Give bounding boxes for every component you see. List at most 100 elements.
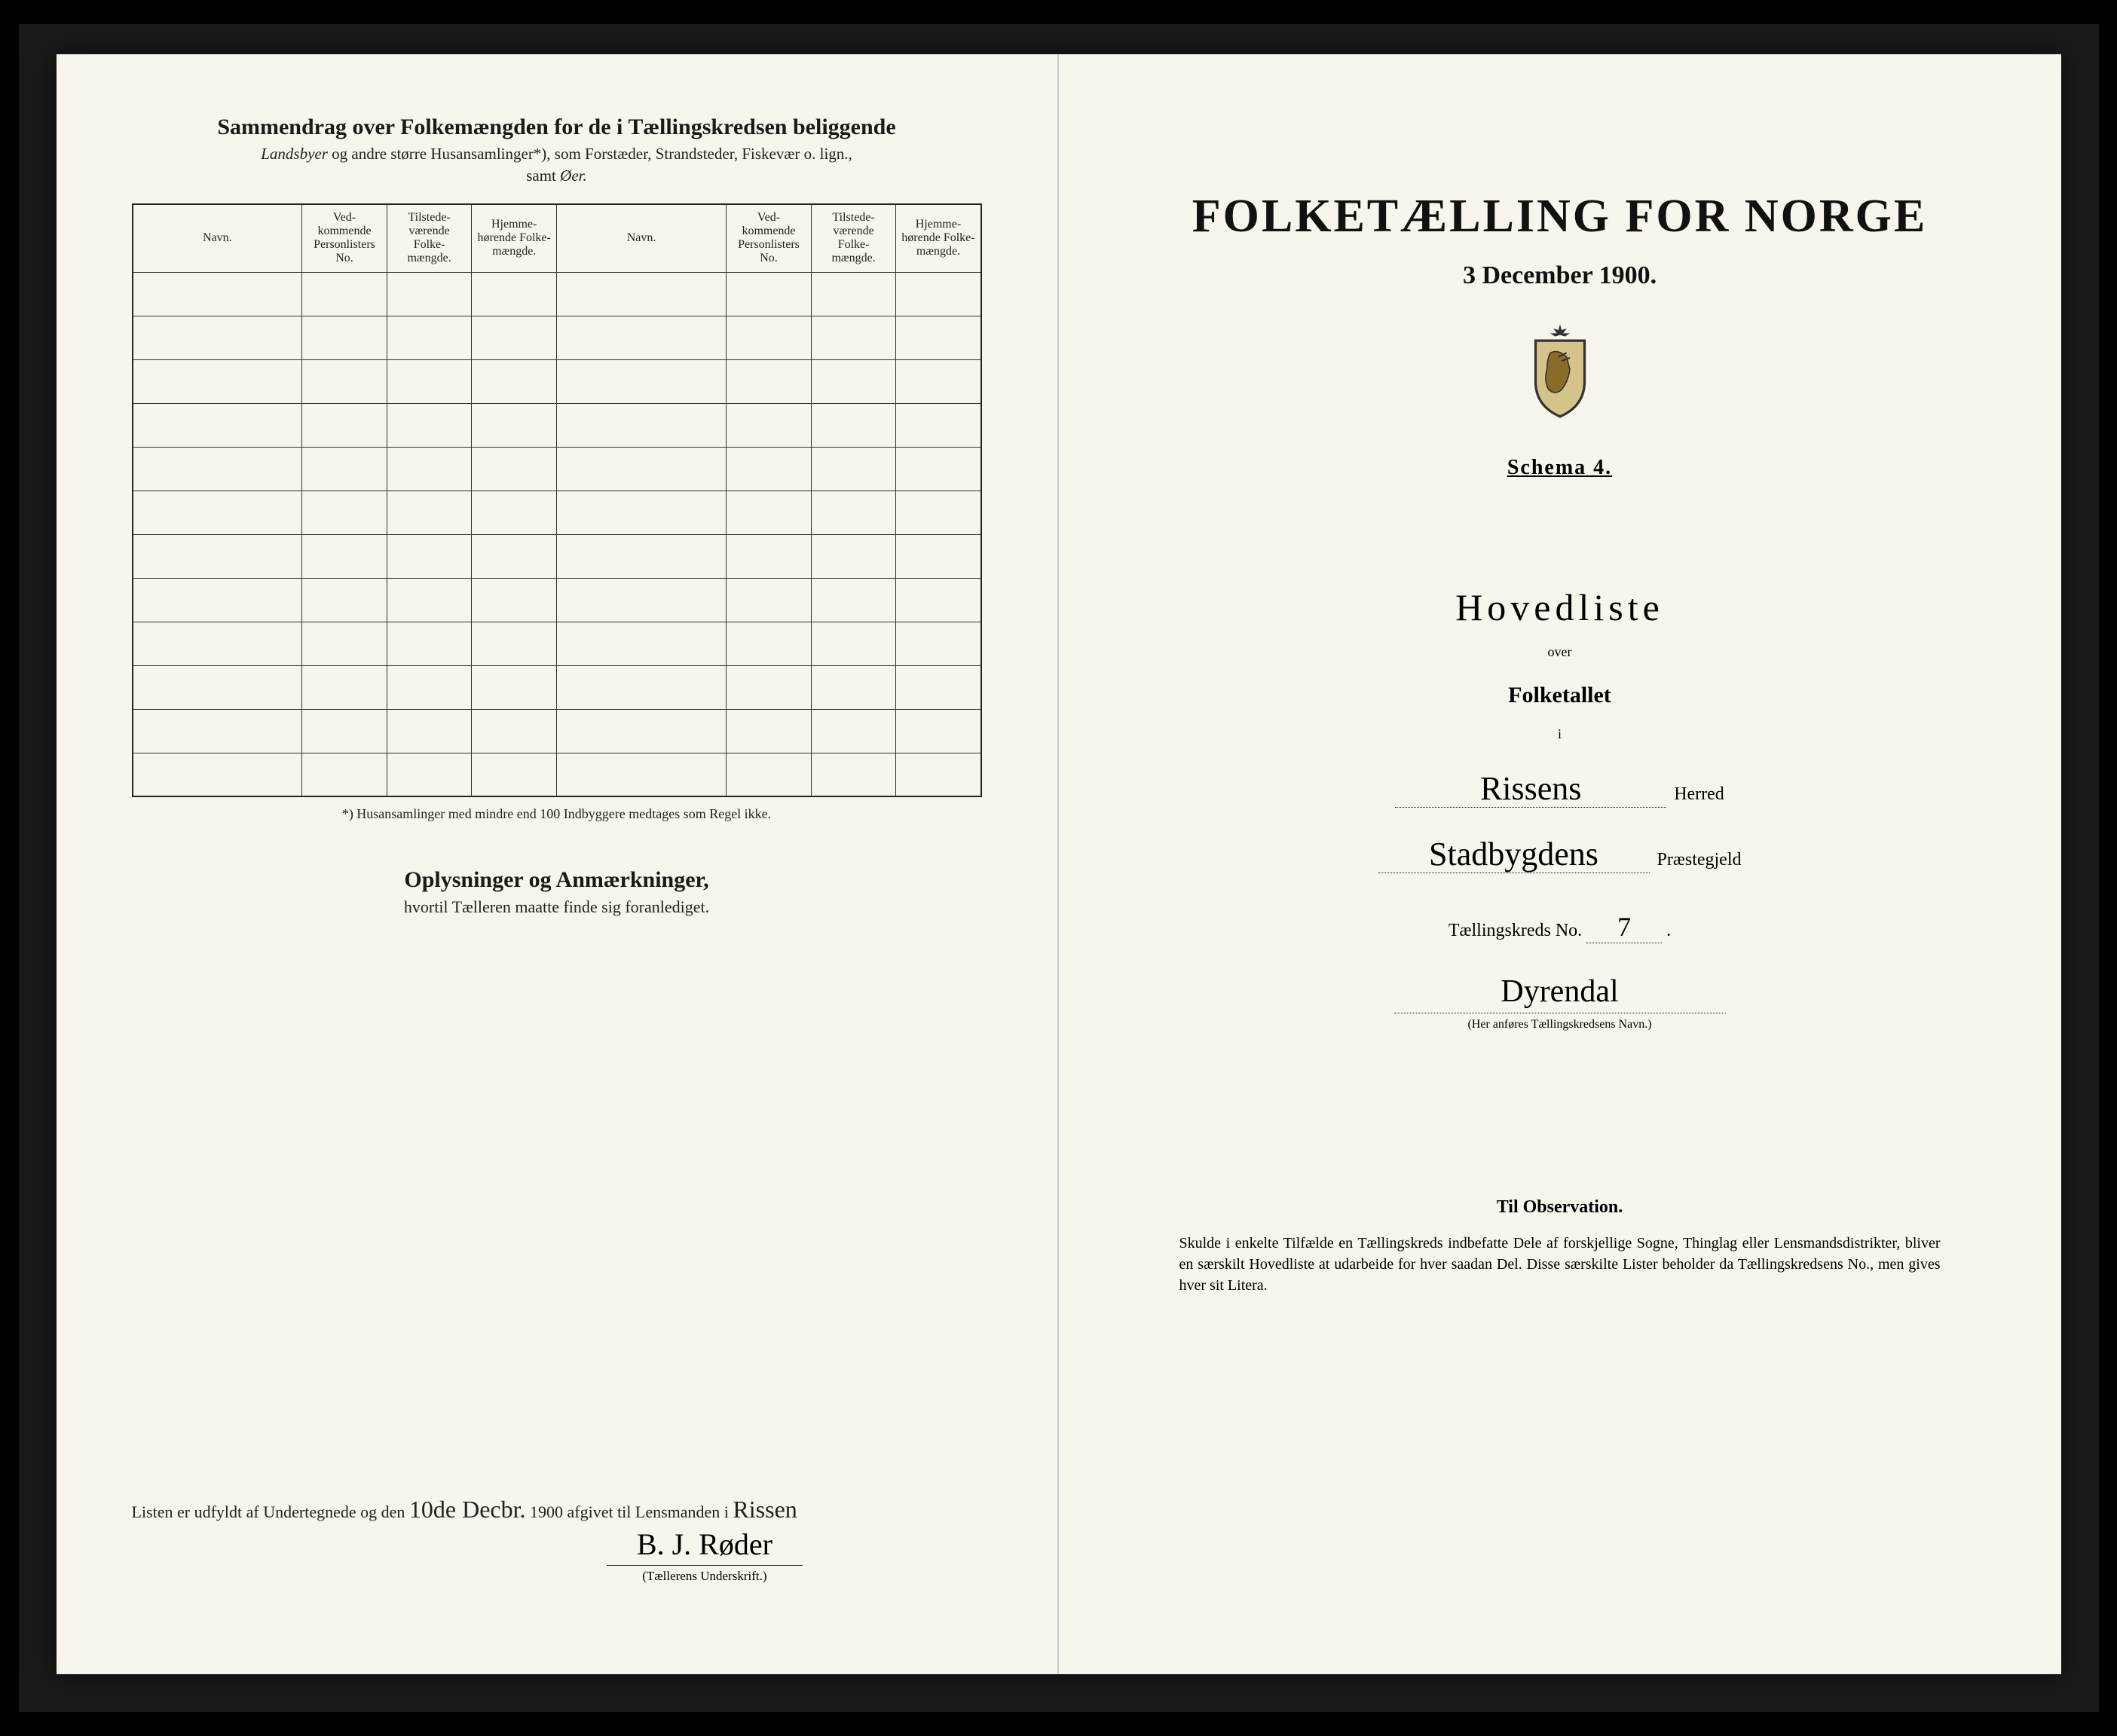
table-cell xyxy=(811,272,896,316)
table-cell xyxy=(896,359,981,403)
kreds-no-line: Tællingskreds No. 7 . xyxy=(1134,911,1986,943)
oplysninger-title: Oplysninger og Anmærkninger, xyxy=(132,867,982,893)
table-cell xyxy=(472,447,557,491)
table-cell xyxy=(811,665,896,709)
th-tilstede-2: Tilstede-værende Folke-mængde. xyxy=(811,204,896,272)
table-cell xyxy=(387,316,472,359)
th-tilstede-1: Tilstede-værende Folke-mængde. xyxy=(387,204,472,272)
table-cell xyxy=(556,709,726,753)
table-cell xyxy=(302,534,387,578)
footnote: *) Husansamlinger med mindre end 100 Ind… xyxy=(132,806,982,822)
right-page: FOLKETÆLLING FOR NORGE 3 December 1900. … xyxy=(1059,54,2061,1674)
hovedliste-heading: Hovedliste xyxy=(1134,585,1986,629)
table-cell xyxy=(472,272,557,316)
table-cell xyxy=(727,491,812,534)
table-cell xyxy=(896,534,981,578)
table-row xyxy=(133,665,981,709)
bottom-date: 10de Decbr. xyxy=(409,1496,526,1523)
table-cell xyxy=(896,491,981,534)
scan-area: Sammendrag over Folkemængden for de i Tæ… xyxy=(19,24,2099,1712)
table-cell xyxy=(896,622,981,665)
table-cell xyxy=(302,491,387,534)
table-cell xyxy=(727,403,812,447)
table-cell xyxy=(387,665,472,709)
table-cell xyxy=(811,753,896,796)
table-cell xyxy=(727,709,812,753)
th-personlisters-1: Ved-kommende Personlisters No. xyxy=(302,204,387,272)
kreds-number: 7 xyxy=(1586,911,1662,943)
table-cell xyxy=(302,709,387,753)
header-row: Navn. Ved-kommende Personlisters No. Til… xyxy=(133,204,981,272)
table-cell xyxy=(472,491,557,534)
table-cell xyxy=(133,272,302,316)
kreds-label: Tællingskreds No. xyxy=(1449,921,1582,940)
table-cell xyxy=(387,753,472,796)
table-cell xyxy=(727,447,812,491)
th-personlisters-2: Ved-kommende Personlisters No. xyxy=(727,204,812,272)
bottom-text-1: Listen er udfyldt af Undertegnede og den xyxy=(132,1502,409,1521)
signature-block: B. J. Røder (Tællerens Underskrift.) xyxy=(607,1527,803,1584)
table-cell xyxy=(727,578,812,622)
th-hjemme-1: Hjemme-hørende Folke-mængde. xyxy=(472,204,557,272)
table-cell xyxy=(472,316,557,359)
table-cell xyxy=(727,534,812,578)
table-cell xyxy=(472,709,557,753)
oer-italic: Øer. xyxy=(560,167,587,185)
table-cell xyxy=(387,272,472,316)
th-navn-1: Navn. xyxy=(133,204,302,272)
table-cell xyxy=(387,709,472,753)
table-cell xyxy=(472,753,557,796)
table-row xyxy=(133,622,981,665)
table-cell xyxy=(556,622,726,665)
table-cell xyxy=(556,403,726,447)
table-cell xyxy=(727,753,812,796)
table-cell xyxy=(811,534,896,578)
table-row xyxy=(133,359,981,403)
bottom-text-2: 1900 afgivet til Lensmanden i xyxy=(530,1502,733,1521)
subtitle-mid: og andre større Husansamlinger*), som Fo… xyxy=(328,145,852,163)
table-cell xyxy=(302,665,387,709)
table-cell xyxy=(387,491,472,534)
table-cell xyxy=(896,447,981,491)
kreds-name: Dyrendal xyxy=(1394,973,1726,1013)
subtitle-line2: samt Øer. xyxy=(132,167,982,185)
table-row xyxy=(133,316,981,359)
coat-of-arms-icon xyxy=(1519,320,1602,418)
table-cell xyxy=(387,622,472,665)
kreds-caption: (Her anføres Tællingskredsens Navn.) xyxy=(1134,1018,1986,1032)
table-cell xyxy=(133,709,302,753)
table-cell xyxy=(133,316,302,359)
schema-label: Schema 4. xyxy=(1134,456,1986,480)
herred-label: Herred xyxy=(1674,784,1724,805)
table-row xyxy=(133,447,981,491)
table-cell xyxy=(133,665,302,709)
table-cell xyxy=(472,534,557,578)
oplysninger-section: Oplysninger og Anmærkninger, hvortil Tæl… xyxy=(132,867,982,917)
praestegjeld-line: Stadbygdens Præstegjeld xyxy=(1134,838,1986,873)
table-row xyxy=(133,709,981,753)
bottom-statement: Listen er udfyldt af Undertegnede og den… xyxy=(132,1496,982,1524)
table-cell xyxy=(556,272,726,316)
samt-text: samt xyxy=(526,167,560,185)
table-cell xyxy=(896,316,981,359)
bottom-place: Rissen xyxy=(733,1496,797,1523)
oplysninger-subtitle: hvortil Tælleren maatte finde sig foranl… xyxy=(132,897,982,917)
table-cell xyxy=(302,578,387,622)
praestegjeld-value: Stadbygdens xyxy=(1378,838,1650,873)
th-hjemme-2: Hjemme-hørende Folke-mængde. xyxy=(896,204,981,272)
summary-table: Navn. Ved-kommende Personlisters No. Til… xyxy=(132,203,982,797)
table-cell xyxy=(302,316,387,359)
table-cell xyxy=(556,316,726,359)
table-cell xyxy=(133,578,302,622)
table-cell xyxy=(556,534,726,578)
table-cell xyxy=(556,665,726,709)
table-cell xyxy=(811,578,896,622)
census-title: FOLKETÆLLING FOR NORGE xyxy=(1134,190,1986,243)
table-cell xyxy=(896,578,981,622)
left-page-title: Sammendrag over Folkemængden for de i Tæ… xyxy=(132,115,982,140)
table-cell xyxy=(387,534,472,578)
table-cell xyxy=(556,491,726,534)
table-cell xyxy=(896,403,981,447)
left-page-subtitle: Landsbyer og andre større Husansamlinger… xyxy=(132,145,982,164)
table-row xyxy=(133,403,981,447)
